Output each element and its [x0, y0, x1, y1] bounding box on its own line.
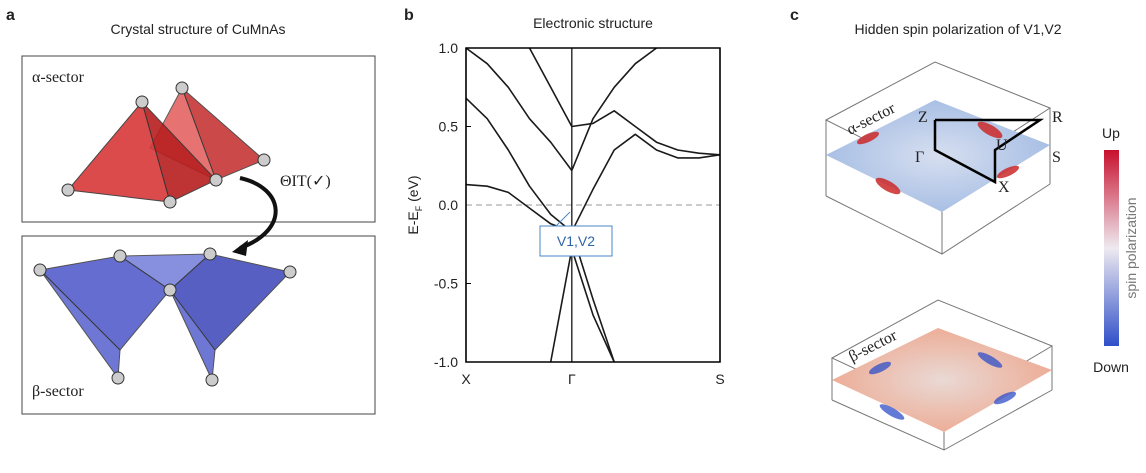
- arrow-head: [232, 240, 248, 256]
- y-tick-label: 0.0: [439, 197, 459, 213]
- point-r: R: [1052, 109, 1063, 126]
- annotation-box: [539, 225, 613, 257]
- panel-label: b: [404, 7, 414, 24]
- panel-label: a: [6, 7, 15, 24]
- plot-frame: [465, 47, 721, 363]
- brillouin-path: [933, 118, 1045, 185]
- symmetry-label: ΘIT(✓): [280, 173, 331, 190]
- point-u: U: [996, 137, 1008, 154]
- band-line: [465, 97, 615, 363]
- y-tick-label: 0.5: [439, 119, 459, 135]
- band-line: [528, 47, 721, 156]
- point-z: Z: [918, 109, 928, 126]
- colorbar: [1104, 150, 1119, 346]
- arrow: [239, 176, 278, 250]
- beta-label: β-sector: [32, 383, 84, 400]
- x-tick-label: Γ: [568, 371, 576, 387]
- y-tick-label: -1.0: [434, 354, 458, 370]
- chart-title: Electronic structure: [533, 15, 653, 31]
- blue-tetrahedra: [33, 247, 297, 387]
- colorbar-bottom: Down: [1093, 359, 1129, 375]
- point-s: S: [1052, 149, 1061, 166]
- band-line: [549, 248, 615, 363]
- annotation-arrow: [555, 211, 571, 227]
- y-tick-label: -0.5: [434, 276, 458, 292]
- panel-title: Hidden spin polarization of V1,V2: [854, 21, 1061, 37]
- red-tetrahedra: [61, 81, 271, 209]
- band-line: [465, 133, 721, 233]
- alpha-spots: [856, 121, 1020, 195]
- band-line: [465, 47, 657, 172]
- x-tick-label: S: [715, 371, 724, 387]
- colorbar-top: Up: [1102, 125, 1120, 141]
- y-tick-label: 1.0: [439, 40, 459, 56]
- alpha-label: α-sector: [32, 69, 85, 86]
- beta-box: [21, 235, 376, 415]
- point-x: X: [998, 179, 1010, 196]
- y-axis-label: E-EF (eV): [405, 175, 424, 234]
- annotation: V1,V2: [557, 233, 595, 249]
- beta-spots: [868, 352, 1017, 420]
- panel-title: Crystal structure of CuMnAs: [110, 21, 285, 37]
- x-tick-label: X: [461, 371, 471, 387]
- colorbar-label: spin polarization: [1123, 197, 1139, 298]
- alpha-box: [21, 55, 376, 223]
- beta-map: [832, 328, 1052, 432]
- panel-label: c: [790, 7, 799, 24]
- point-gamma: Γ: [915, 149, 924, 166]
